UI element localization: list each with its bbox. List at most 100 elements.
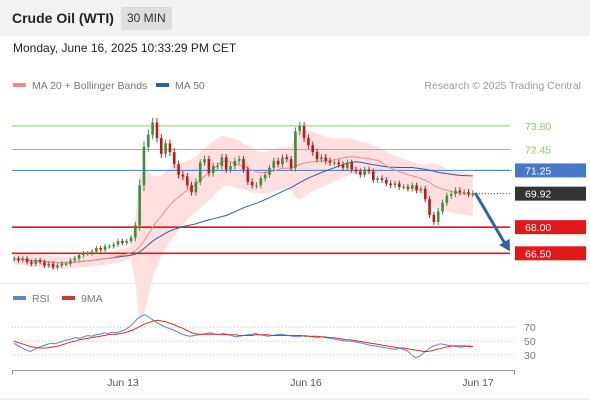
- candle-body: [337, 162, 340, 165]
- candle-body: [367, 169, 371, 172]
- candle-body: [307, 138, 310, 146]
- candle-body: [302, 125, 306, 139]
- candle-body: [112, 244, 115, 247]
- candle-body: [276, 160, 280, 165]
- candle-body: [190, 185, 193, 193]
- candle-body: [324, 157, 328, 161]
- timeframe-badge[interactable]: 30 MIN: [121, 7, 172, 30]
- candle-body: [56, 265, 59, 268]
- candle-body: [155, 122, 159, 139]
- level-label-68.00: 68.00: [525, 222, 551, 234]
- level-lines: 73.80 72.45 71.25 68.00 66.50: [12, 121, 586, 261]
- rsi-ma-line: [13, 319, 473, 352]
- candle-body: [116, 241, 120, 245]
- candle-body: [82, 253, 85, 256]
- last-price-label: 69.92: [525, 189, 551, 201]
- rsi-swatch: [13, 296, 26, 301]
- candle-body: [359, 171, 362, 175]
- candle-body: [99, 248, 103, 250]
- candle-body: [354, 169, 358, 172]
- candle-body: [393, 183, 397, 186]
- candle-body: [51, 263, 55, 268]
- ma20-swatch: [13, 83, 26, 88]
- candle-body: [30, 262, 33, 264]
- candle-body: [346, 162, 349, 168]
- candle-body: [134, 225, 137, 238]
- candle-body: [289, 159, 293, 168]
- candle-body: [95, 248, 98, 252]
- candle-body: [207, 159, 211, 174]
- rsi-tick-70: 70: [524, 322, 536, 334]
- candle-body: [103, 246, 107, 250]
- candle-body: [25, 258, 29, 263]
- chart-datetime: Monday, June 16, 2025 10:33:29 PM CET: [13, 41, 237, 55]
- candle-body: [185, 176, 189, 186]
- candle-body: [237, 159, 241, 161]
- candle-body: [423, 188, 427, 200]
- instrument-title: Crude Oil (WTI): [12, 10, 114, 26]
- candle-body: [108, 246, 111, 248]
- level-tag-71.25: [515, 163, 586, 178]
- candle-body: [216, 166, 219, 168]
- overlay: 69.92: [472, 186, 586, 252]
- candle-body: [86, 253, 90, 255]
- candle-body: [389, 183, 392, 186]
- level-label-72.45: 72.45: [525, 144, 551, 156]
- legend-9ma-label: 9MA: [81, 293, 103, 305]
- candle-body: [285, 157, 289, 160]
- candle-body: [159, 138, 163, 154]
- candle-body: [17, 258, 20, 261]
- candle-body: [467, 192, 470, 194]
- candle-body: [142, 146, 146, 186]
- candle-body: [406, 187, 410, 189]
- ma9-swatch: [62, 296, 75, 301]
- candle-body: [194, 181, 198, 193]
- candle-body: [372, 171, 375, 181]
- candle-body: [250, 181, 254, 186]
- candle-body: [43, 262, 46, 266]
- ma50-swatch: [156, 83, 169, 88]
- level-label-71.25: 71.25: [525, 165, 551, 177]
- candle-body: [333, 162, 336, 164]
- candle-body: [263, 174, 267, 179]
- candle-body: [90, 251, 94, 254]
- candle-body: [220, 157, 224, 167]
- candle-body: [397, 183, 401, 188]
- legend-ma20-label: MA 20 + Bollinger Bands: [32, 80, 148, 92]
- legend-9ma: 9MA: [62, 293, 103, 305]
- candle-body: [233, 160, 237, 167]
- legend-rsi: RSI: [13, 293, 50, 305]
- candle-body: [410, 185, 414, 189]
- candle-body: [69, 260, 72, 264]
- candle-body: [129, 237, 133, 242]
- rsi-tick-50: 50: [524, 336, 536, 348]
- candle-body: [64, 263, 68, 265]
- candle-body: [34, 260, 38, 264]
- candle-body: [21, 258, 25, 261]
- candle-body: [164, 143, 167, 154]
- candle-body: [73, 258, 77, 261]
- candle-body: [151, 122, 154, 135]
- candle-body: [198, 162, 202, 182]
- candle-body: [224, 157, 228, 170]
- candle-body: [445, 195, 449, 203]
- chart-header: Crude Oil (WTI) 30 MIN: [0, 0, 590, 36]
- candle-body: [402, 187, 405, 189]
- candle-body: [315, 152, 319, 160]
- candle-body: [211, 166, 215, 174]
- forecast-arrow-shaft: [474, 192, 508, 247]
- candle-body: [350, 162, 353, 170]
- candle-body: [177, 164, 180, 175]
- candle-body: [77, 255, 81, 259]
- candle-body: [203, 159, 206, 163]
- candle-body: [432, 214, 436, 222]
- candle-body: [311, 145, 315, 153]
- candle-body: [380, 178, 384, 181]
- legend-rsi-label: RSI: [32, 293, 50, 305]
- x-tick-label: Jun 17: [462, 377, 494, 389]
- candle-body: [259, 178, 263, 186]
- legend-ma50-label: MA 50: [175, 80, 205, 92]
- rsi-panel: 70 50 30: [12, 314, 536, 362]
- candle-body: [181, 174, 185, 177]
